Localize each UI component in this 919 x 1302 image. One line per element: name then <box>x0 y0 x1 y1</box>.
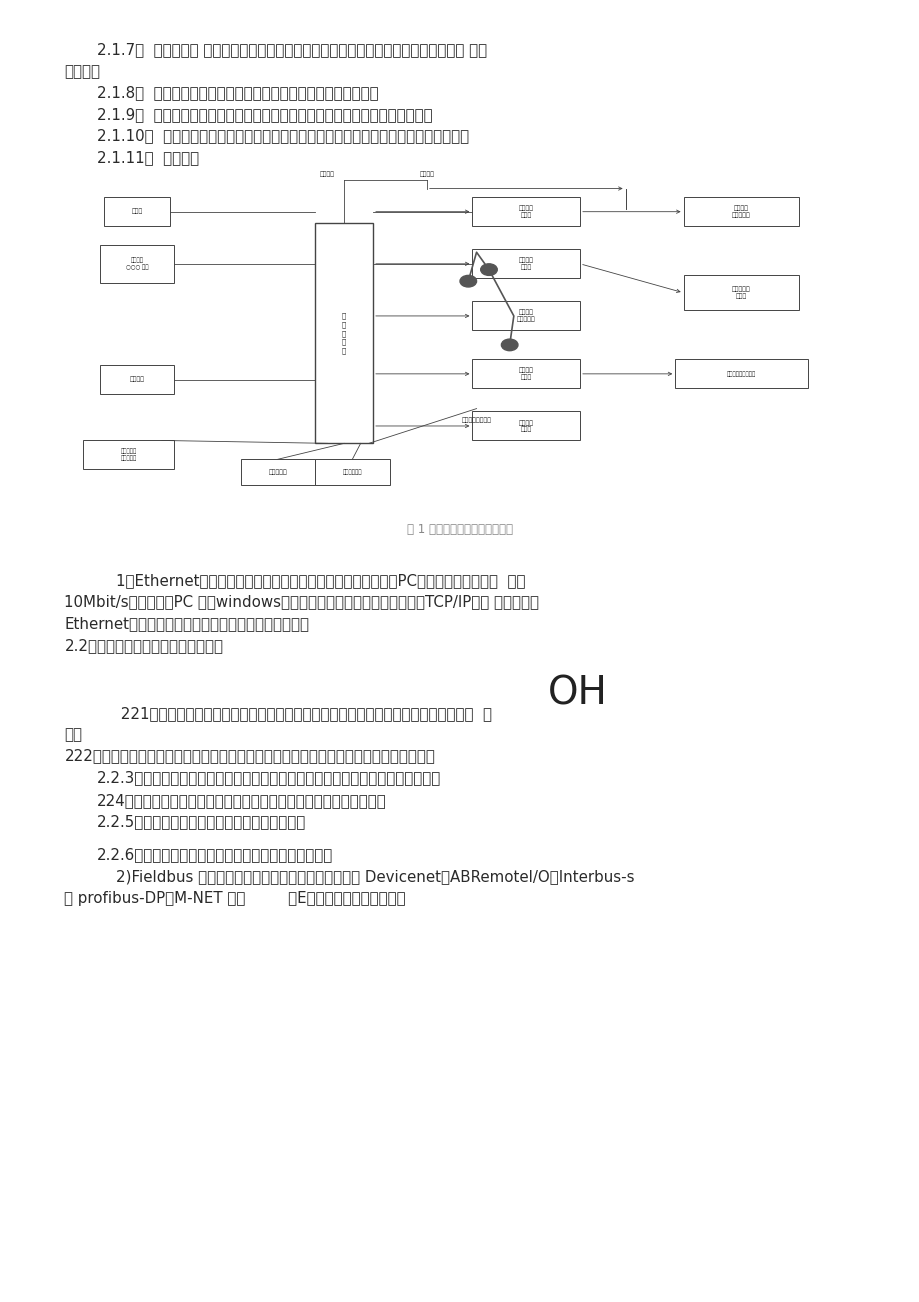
Text: 、 profibus-DP、M-NET 等。         闾E机簿人控制窠统绘威恩图: 、 profibus-DP、M-NET 等。 闾E机簿人控制窠统绘威恩图 <box>64 891 405 906</box>
Text: 腕部伺服
控制器: 腕部伺服 控制器 <box>518 421 533 432</box>
Text: 2.2、机器人控制系统所要达到的功能: 2.2、机器人控制系统所要达到的功能 <box>64 638 223 654</box>
Bar <box>100 365 175 395</box>
Text: 操控面板
○○○ 圄圄: 操控面板 ○○○ 圄圄 <box>126 258 148 270</box>
Text: 224、坐标设置功能：有关节、绝对、工具、用户自定义四种坐标系。: 224、坐标设置功能：有关节、绝对、工具、用户自定义四种坐标系。 <box>96 793 386 809</box>
Bar <box>472 411 580 440</box>
Text: 传感器。: 传感器。 <box>64 64 100 79</box>
Text: 手腕关节
驱动控制器: 手腕关节 驱动控制器 <box>732 206 750 217</box>
Text: Ethernet接口将数据及程序装人各个机器人控制器中。: Ethernet接口将数据及程序装人各个机器人控制器中。 <box>64 616 309 631</box>
Text: 图 1 机器人控制系统组成原理图: 图 1 机器人控制系统组成原理图 <box>406 523 513 536</box>
Bar <box>314 223 373 444</box>
Bar <box>472 302 580 331</box>
Text: 息。: 息。 <box>64 727 83 742</box>
Text: 2.1.11、  网络接口: 2.1.11、 网络接口 <box>96 150 199 165</box>
Text: 手臂伺服驱动控制器: 手臂伺服驱动控制器 <box>726 371 755 376</box>
Text: 声音、图像等接口: 声音、图像等接口 <box>461 418 491 423</box>
Text: 手臂伺服
控制器: 手臂伺服 控制器 <box>518 367 533 380</box>
Text: 2.1.8、  轴控制器：完成机器人各关节位置、速度和加速度控制。: 2.1.8、 轴控制器：完成机器人各关节位置、速度和加速度控制。 <box>96 86 378 100</box>
Bar <box>675 359 807 388</box>
Text: 2.1.10、  通信接口：实现机器人和其他设备的信息交换，一般有串行接口、并行接口等: 2.1.10、 通信接口：实现机器人和其他设备的信息交换，一般有串行接口、并行接… <box>96 129 468 143</box>
Text: 2.2.3、与外围设备联系功能：输人和输出接口、通信接口、网络接口、同步接口。: 2.2.3、与外围设备联系功能：输人和输出接口、通信接口、网络接口、同步接口。 <box>96 771 440 785</box>
Text: 示教盒: 示教盒 <box>131 208 142 215</box>
Text: 控
制
计
算
机: 控 制 计 算 机 <box>342 312 346 354</box>
Text: 打印机接口: 打印机接口 <box>268 470 287 475</box>
Text: 辅助伺服
驱动控制器: 辅助伺服 驱动控制器 <box>516 310 535 322</box>
Bar <box>241 460 314 486</box>
Bar <box>84 440 175 470</box>
Bar <box>472 197 580 227</box>
Text: 视觉系统接口: 视觉系统接口 <box>342 470 362 475</box>
Text: 2)Fieldbus 接口：支持多种流行的现场总线规格，如 Devicenet、ABRemotel/O、Interbus-s: 2)Fieldbus 接口：支持多种流行的现场总线规格，如 Devicenet、… <box>96 870 633 884</box>
Bar <box>683 197 799 227</box>
Bar <box>104 197 170 227</box>
Bar <box>472 359 580 388</box>
Text: 磁盘存储: 磁盘存储 <box>130 376 144 383</box>
Text: 通信接口: 通信接口 <box>320 172 335 177</box>
Text: 221、记忆功能：存储作业顺序、运动路径、运动方式、运动速度和与生产工艺有关的  信: 221、记忆功能：存储作业顺序、运动路径、运动方式、运动速度和与生产工艺有关的 … <box>96 706 491 721</box>
Text: OH: OH <box>547 674 607 712</box>
Text: 1）Ethernet接口：可通过以太网实现数台或单台机器人的直接PC通信，数据传输速率  高达: 1）Ethernet接口：可通过以太网实现数台或单台机器人的直接PC通信，数据传… <box>78 573 525 589</box>
Text: 大臂伺服
控制器: 大臂伺服 控制器 <box>518 206 533 217</box>
Text: 10Mbit/s，可直接在PC 上用windows库函数进行应用程序编程之后，支持TCP/IP通信 协议，通过: 10Mbit/s，可直接在PC 上用windows库函数进行应用程序编程之后，支… <box>64 594 539 609</box>
Text: 2.2.6、传感器接口：位置检测、视觉、触觉、力觉等。: 2.2.6、传感器接口：位置检测、视觉、触觉、力觉等。 <box>96 848 333 863</box>
Bar <box>683 276 799 310</box>
Text: 2.1.9、  辅助设备控制：用于和机器人配合的辅助设备控制，如手爪变位器等。: 2.1.9、 辅助设备控制：用于和机器人配合的辅助设备控制，如手爪变位器等。 <box>96 107 432 122</box>
Text: 网络接口: 网络接口 <box>419 172 434 177</box>
Text: 2.1.7、  传感器接口 用于信息的自动检测，实现机器人柔顺控制，一般为力觉、触觉和 视觉: 2.1.7、 传感器接口 用于信息的自动检测，实现机器人柔顺控制，一般为力觉、触… <box>78 42 487 57</box>
Circle shape <box>460 276 476 286</box>
Bar <box>100 245 175 283</box>
Text: 2.2.5、人机接口：示教盒、操作面板、显示屏。: 2.2.5、人机接口：示教盒、操作面板、显示屏。 <box>96 815 305 829</box>
Text: 数字和模拟
量输人输出: 数字和模拟 量输人输出 <box>120 449 137 461</box>
Bar <box>314 460 390 486</box>
Text: 222、示教功能：离线编程，在线示教，间接示教。在线示教包括示教盒和导引示教两种。: 222、示教功能：离线编程，在线示教，间接示教。在线示教包括示教盒和导引示教两种… <box>64 749 435 764</box>
Text: 触觉和力觉
传感器: 触觉和力觉 传感器 <box>732 286 750 299</box>
Text: 大臂伺服
控制器: 大臂伺服 控制器 <box>518 258 533 270</box>
Circle shape <box>501 339 517 350</box>
Circle shape <box>481 264 497 276</box>
Bar <box>472 249 580 279</box>
